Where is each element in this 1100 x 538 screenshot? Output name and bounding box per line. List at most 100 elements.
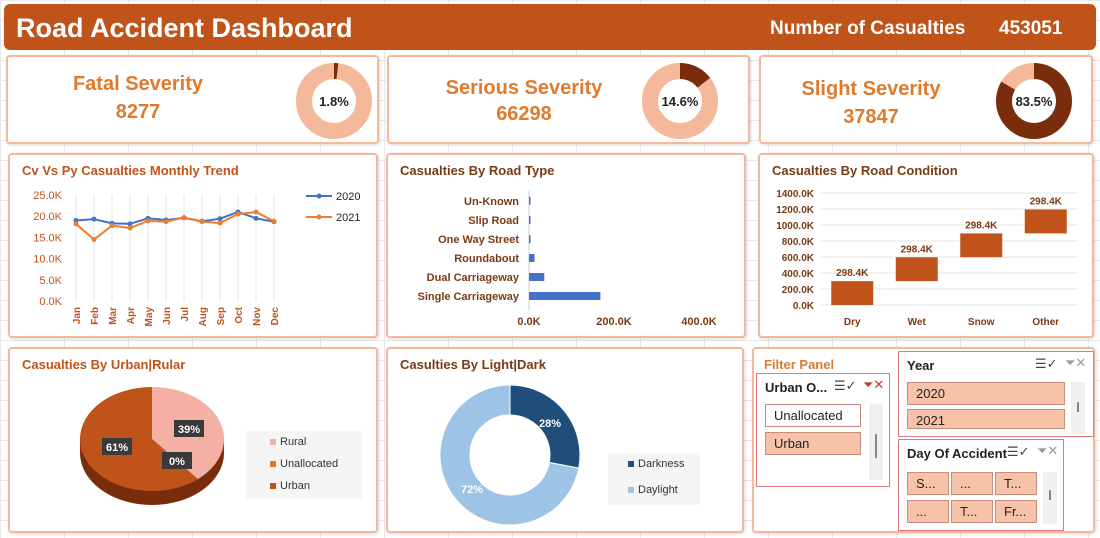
slicer-item-2021[interactable]: 2021 — [907, 409, 1065, 429]
x-tick-label: Oct — [234, 306, 245, 323]
legend-box — [246, 431, 362, 499]
data-point — [91, 216, 97, 222]
x-tick-label: Sep — [216, 307, 227, 325]
donut-share — [680, 63, 711, 88]
donut-pct-label: 1.8% — [319, 94, 349, 109]
clear-filter-icon[interactable]: ⏷✕ — [1037, 443, 1059, 458]
category-label: Slip Road — [468, 215, 519, 227]
legend-label: 2021 — [336, 212, 360, 224]
kpi-card-fatal: Fatal Severity 8277 1.8% — [6, 55, 379, 144]
bar — [529, 254, 535, 262]
kpi-card-serious: Serious Severity 66298 14.6% — [387, 55, 750, 144]
legend-swatch — [270, 439, 276, 445]
slicer-title: Year — [907, 358, 935, 373]
category-label: Dry — [844, 317, 861, 328]
slicer-item-urban[interactable]: Urban — [765, 432, 861, 455]
clear-filter-icon[interactable]: ⏷✕ — [1065, 355, 1087, 370]
slicer-item-unallocated[interactable]: Unallocated — [765, 404, 861, 427]
legend-marker — [316, 193, 322, 199]
slicer-item-day[interactable]: S... — [907, 472, 949, 495]
data-label-bg — [102, 438, 132, 455]
value-label: 298.4K — [901, 244, 934, 255]
x-tick-label: 400.0K — [681, 316, 717, 328]
category-label: Un-Known — [464, 196, 519, 208]
legend-label: 2020 — [336, 191, 360, 203]
slicer-item-day[interactable]: ... — [907, 500, 949, 523]
casualties-label: Number of Casualties — [770, 18, 966, 39]
legend-swatch — [628, 461, 634, 467]
kpi-value: 66298 — [496, 103, 552, 125]
multi-select-icon[interactable]: ☰✓ — [1007, 444, 1030, 459]
data-point — [253, 215, 259, 221]
kpi-card-slight: Slight Severity 37847 83.5% — [759, 55, 1093, 144]
data-point — [217, 220, 223, 226]
year-slicer[interactable]: Year ☰✓ ⏷✕ 2020 2021 — [898, 351, 1094, 437]
slicer-scrollbar[interactable] — [1071, 382, 1085, 434]
bar — [895, 257, 938, 282]
legend-box — [608, 453, 700, 505]
slicer-scrollbar[interactable] — [1043, 472, 1057, 524]
bar — [1024, 209, 1067, 234]
bar — [529, 235, 531, 243]
urban-slicer[interactable]: Urban O... ☰✓ ⏷✕ Unallocated Urban — [756, 373, 890, 487]
x-tick-label: Feb — [90, 307, 101, 325]
dashboard-title: Road Accident Dashboard — [16, 13, 353, 43]
light-dark-card: Casulties By Light|Dark 28% 72% Darkness Da… — [386, 347, 744, 533]
bar — [529, 292, 601, 300]
x-tick-label: Apr — [126, 307, 137, 324]
kpi-name: Fatal Severity — [72, 73, 204, 95]
data-point — [109, 223, 115, 229]
kpi-donut-serious: 14.6% — [642, 63, 718, 139]
chart-title: Cv Vs Py Casualties Monthly Trend — [22, 163, 239, 178]
data-label: 0% — [169, 456, 185, 468]
slicer-item-day[interactable]: T... — [951, 500, 993, 523]
y-tick-label: 5.0K — [39, 275, 62, 287]
x-tick-label: May — [144, 307, 155, 327]
chart-title: Casualties By Road Condition — [772, 163, 958, 178]
y-tick-label: 800.0K — [782, 237, 815, 248]
bar — [529, 273, 545, 281]
day-slicer[interactable]: Day Of Accident ☰✓ ⏷✕ S... ... T... ... … — [898, 439, 1064, 531]
kpi-name: Slight Severity — [801, 78, 941, 100]
legend-label: Unallocated — [280, 458, 338, 470]
y-tick-label: 15.0K — [33, 232, 62, 244]
slicer-title: Urban O... — [765, 380, 828, 395]
data-label: 39% — [178, 424, 200, 436]
bar — [529, 216, 531, 224]
legend-label: Darkness — [638, 458, 685, 470]
filter-panel-title: Filter Panel — [764, 357, 835, 372]
data-point — [127, 225, 133, 231]
road-type-chart: Un-Known Slip Road One Way Street Roundabou… — [418, 191, 717, 328]
y-tick-label: 0.0K — [793, 301, 815, 312]
slicer-title: Day Of Accident — [907, 446, 1007, 461]
monthly-trend-chart: 25.0K 20.0K 15.0K 10.0K 5.0K 0.0K 2020 2021 Jan F… — [33, 190, 360, 327]
slicer-item-day[interactable]: ... — [951, 472, 993, 495]
legend-swatch — [270, 461, 276, 467]
x-tick-label: 200.0K — [596, 316, 632, 328]
data-point — [235, 211, 241, 217]
bar — [831, 281, 874, 305]
urban-rural-pie: 39% 0% 61% Rural Unallocated Urban — [80, 387, 362, 505]
category-label: One Way Street — [438, 234, 519, 246]
slicer-scrollbar[interactable] — [869, 404, 883, 480]
slicer-item-day[interactable]: T... — [995, 472, 1037, 495]
y-tick-label: 1000.0K — [776, 221, 815, 232]
chart-title: Casulties By Light|Dark — [400, 357, 546, 372]
x-tick-label: Jun — [162, 307, 173, 325]
y-tick-label: 1200.0K — [776, 205, 815, 216]
legend-label: Rural — [280, 436, 306, 448]
slicer-item-2020[interactable]: 2020 — [907, 382, 1065, 405]
dashboard-header: Road Accident Dashboard Number of Casual… — [4, 4, 1096, 50]
multi-select-icon[interactable]: ☰✓ — [1035, 356, 1058, 371]
urban-rural-card: Casualties By Urban|Rular 39% 0% 61% Rural U… — [8, 347, 378, 533]
donut-share — [996, 63, 1072, 139]
clear-filter-icon[interactable]: ⏷✕ — [863, 377, 885, 392]
road-type-card: Casualties By Road Type Un-Known Slip Roa… — [386, 153, 746, 338]
data-label-bg — [162, 452, 192, 469]
chart-title: Casualties By Urban|Rular — [22, 357, 186, 372]
x-tick-label: Mar — [108, 307, 119, 325]
multi-select-icon[interactable]: ☰✓ — [834, 378, 857, 393]
category-label: Single Carriageway — [418, 291, 520, 303]
slicer-item-day[interactable]: Fr... — [995, 500, 1037, 523]
kpi-value: 37847 — [843, 106, 899, 128]
